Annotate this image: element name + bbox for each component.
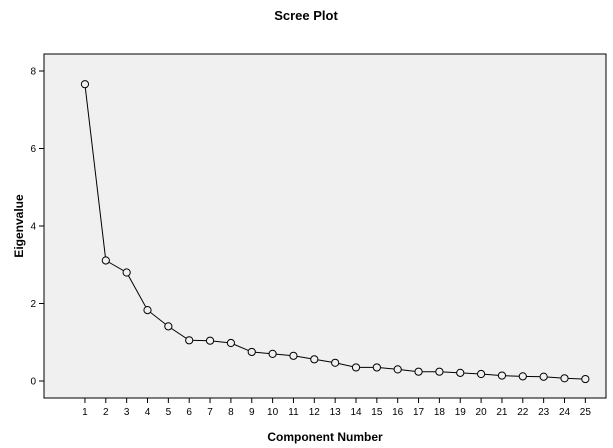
x-tick-label: 18 (434, 407, 446, 418)
data-point (289, 351, 298, 360)
x-tick-label: 9 (249, 407, 255, 418)
x-tick-label: 12 (309, 407, 321, 418)
data-point (435, 367, 444, 376)
data-point (143, 305, 152, 315)
x-tick-label: 21 (496, 407, 508, 418)
x-tick-label: 23 (538, 407, 550, 418)
data-point (331, 358, 340, 367)
x-tick-label: 2 (103, 407, 109, 418)
data-point (351, 363, 361, 372)
data-point (185, 336, 194, 345)
x-tick-label: 3 (124, 407, 130, 418)
data-point (414, 367, 423, 376)
x-tick-label: 17 (413, 407, 425, 418)
data-point (393, 365, 402, 374)
data-point (101, 256, 110, 265)
x-tick-label: 4 (145, 407, 151, 418)
x-tick-label: 5 (166, 407, 172, 418)
chart-title: Scree Plot (274, 8, 338, 23)
data-point (518, 372, 527, 381)
y-tick-label: 6 (30, 144, 36, 155)
y-tick-label: 4 (30, 222, 36, 233)
y-axis: 0 2 4 6 8 (30, 67, 44, 388)
x-tick-label: 13 (330, 407, 342, 418)
x-tick-label: 24 (559, 407, 571, 418)
y-tick-label: 2 (30, 299, 36, 310)
data-point (477, 369, 486, 379)
data-point (247, 347, 256, 357)
x-axis: 1 2 3 4 5 6 7 8 9 10 11 12 13 14 15 16 17 18 19 20 21 22 23 24 2… (82, 398, 591, 418)
data-point (164, 322, 173, 331)
x-tick-label: 25 (580, 407, 592, 418)
data-point (372, 363, 381, 372)
data-point (226, 338, 235, 348)
data-point (268, 349, 277, 358)
x-tick-label: 7 (207, 407, 213, 418)
data-point (497, 371, 507, 380)
x-axis-label: Component Number (267, 430, 383, 444)
x-tick-label: 8 (228, 407, 234, 418)
plot-area (43, 53, 607, 399)
data-point (122, 268, 131, 277)
y-axis-label: Eigenvalue (12, 194, 26, 258)
x-tick-label: 15 (371, 407, 383, 418)
x-tick-label: 20 (476, 407, 488, 418)
x-tick-label: 22 (517, 407, 529, 418)
x-tick-label: 10 (267, 407, 279, 418)
data-point (310, 355, 319, 364)
x-tick-label: 6 (186, 407, 192, 418)
x-tick-label: 14 (350, 407, 362, 418)
data-point (80, 80, 90, 89)
data-point (456, 368, 465, 377)
x-tick-label: 19 (455, 407, 467, 418)
data-series (80, 80, 590, 384)
y-tick-label: 0 (30, 377, 36, 388)
x-tick-label: 16 (392, 407, 404, 418)
y-tick-label: 8 (30, 67, 36, 78)
data-point (205, 336, 215, 345)
x-tick-label: 11 (288, 407, 299, 418)
data-point (539, 372, 548, 381)
x-tick-label: 1 (82, 407, 88, 418)
data-point (581, 374, 590, 384)
data-point (560, 374, 569, 383)
